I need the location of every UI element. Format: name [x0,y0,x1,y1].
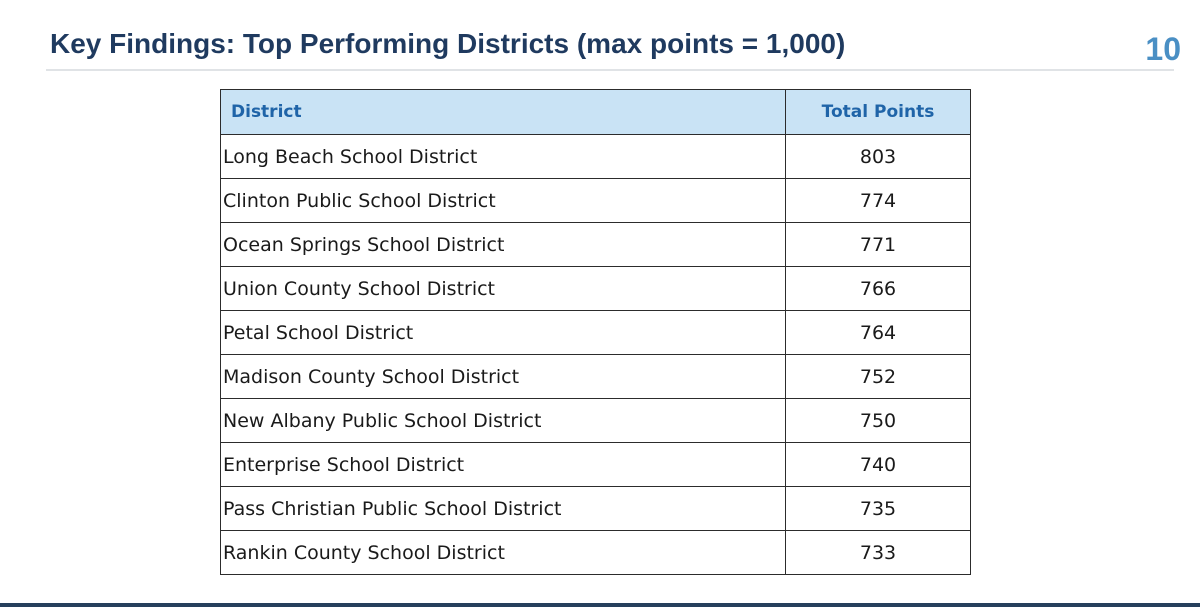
districts-table-container: District Total Points Long Beach School … [220,89,971,575]
total-points-cell: 735 [785,486,971,531]
district-name-cell: Clinton Public School District [220,178,786,223]
district-name-cell: Pass Christian Public School District [220,486,786,531]
slide-title: Key Findings: Top Performing Districts (… [50,28,846,59]
total-points-cell: 750 [785,398,971,443]
district-name-cell: Union County School District [220,266,786,311]
slide-number: 10 [1145,31,1181,67]
table-row: Petal School District 764 [220,310,971,355]
table-row: Clinton Public School District 774 [220,178,971,223]
table-row: Enterprise School District 740 [220,442,971,487]
district-name-cell: Petal School District [220,310,786,355]
district-name-cell: Madison County School District [220,354,786,399]
district-name-cell: Rankin County School District [220,530,786,575]
table-row: Pass Christian Public School District 73… [220,486,971,531]
total-points-cell: 771 [785,222,971,267]
column-header-total-points: Total Points [785,89,971,135]
title-divider [46,69,1174,71]
total-points-cell: 740 [785,442,971,487]
districts-table: District Total Points Long Beach School … [220,89,971,575]
total-points-cell: 803 [785,134,971,179]
table-row: Madison County School District 752 [220,354,971,399]
total-points-cell: 766 [785,266,971,311]
table-header-row: District Total Points [220,89,971,135]
total-points-cell: 774 [785,178,971,223]
district-name-cell: Enterprise School District [220,442,786,487]
table-row: Long Beach School District 803 [220,134,971,179]
district-name-cell: Ocean Springs School District [220,222,786,267]
table-row: New Albany Public School District 750 [220,398,971,443]
table-row: Ocean Springs School District 771 [220,222,971,267]
total-points-cell: 764 [785,310,971,355]
district-name-cell: New Albany Public School District [220,398,786,443]
footer-bar [0,603,1200,607]
column-header-district: District [220,89,786,135]
total-points-cell: 733 [785,530,971,575]
table-row: Union County School District 766 [220,266,971,311]
table-row: Rankin County School District 733 [220,530,971,575]
total-points-cell: 752 [785,354,971,399]
district-name-cell: Long Beach School District [220,134,786,179]
